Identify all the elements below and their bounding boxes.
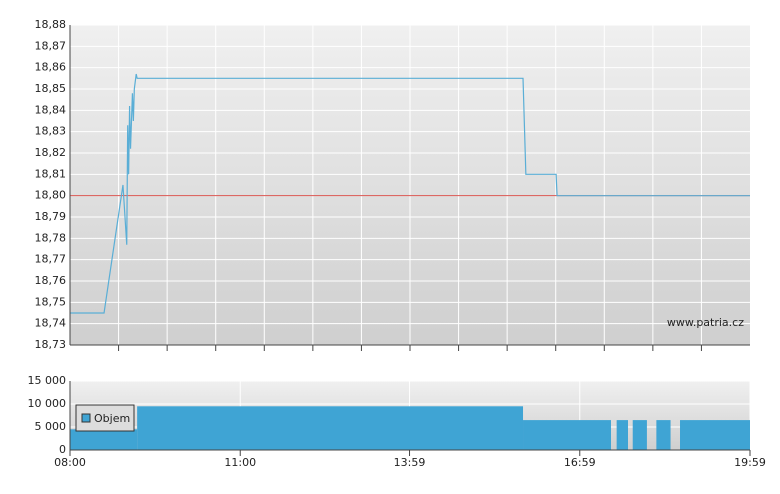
volume-bar [632, 420, 647, 450]
y-tick-label: 5 000 [35, 420, 67, 433]
legend-label: Objem [94, 412, 130, 425]
x-tick-label: 11:00 [224, 456, 256, 469]
y-tick-label: 18,83 [35, 125, 67, 138]
volume-bar [656, 420, 671, 450]
y-tick-label: 18,82 [35, 146, 67, 159]
price-line [70, 73, 750, 314]
y-tick-label: 18,86 [35, 61, 67, 74]
y-tick-label: 18,74 [35, 317, 67, 330]
x-tick-label: 13:59 [394, 456, 426, 469]
y-tick-label: 18,73 [35, 338, 67, 351]
watermark: www.patria.cz [667, 316, 744, 329]
y-tick-label: 18,76 [35, 274, 67, 287]
x-tick-label: 16:59 [564, 456, 596, 469]
y-tick-label: 18,88 [35, 18, 67, 31]
volume-bar [680, 420, 750, 450]
y-tick-label: 18,78 [35, 231, 67, 244]
volume-bar [137, 406, 524, 450]
y-tick-label: 15 000 [28, 374, 67, 387]
y-tick-label: 18,84 [35, 103, 67, 116]
x-tick-label: 08:00 [54, 456, 86, 469]
y-tick-label: 18,77 [35, 253, 67, 266]
y-tick-label: 18,75 [35, 295, 67, 308]
x-tick-label: 19:59 [734, 456, 766, 469]
y-tick-label: 18,81 [35, 167, 67, 180]
volume-bar [70, 429, 138, 450]
y-tick-label: 10 000 [28, 397, 67, 410]
y-tick-label: 18,87 [35, 39, 67, 52]
volume-bar [523, 420, 611, 450]
y-tick-label: 0 [59, 443, 66, 456]
volume-bar [616, 420, 628, 450]
y-tick-label: 18,85 [35, 82, 67, 95]
y-tick-label: 18,80 [35, 189, 67, 202]
y-tick-label: 18,79 [35, 210, 67, 223]
legend-swatch [81, 413, 91, 423]
